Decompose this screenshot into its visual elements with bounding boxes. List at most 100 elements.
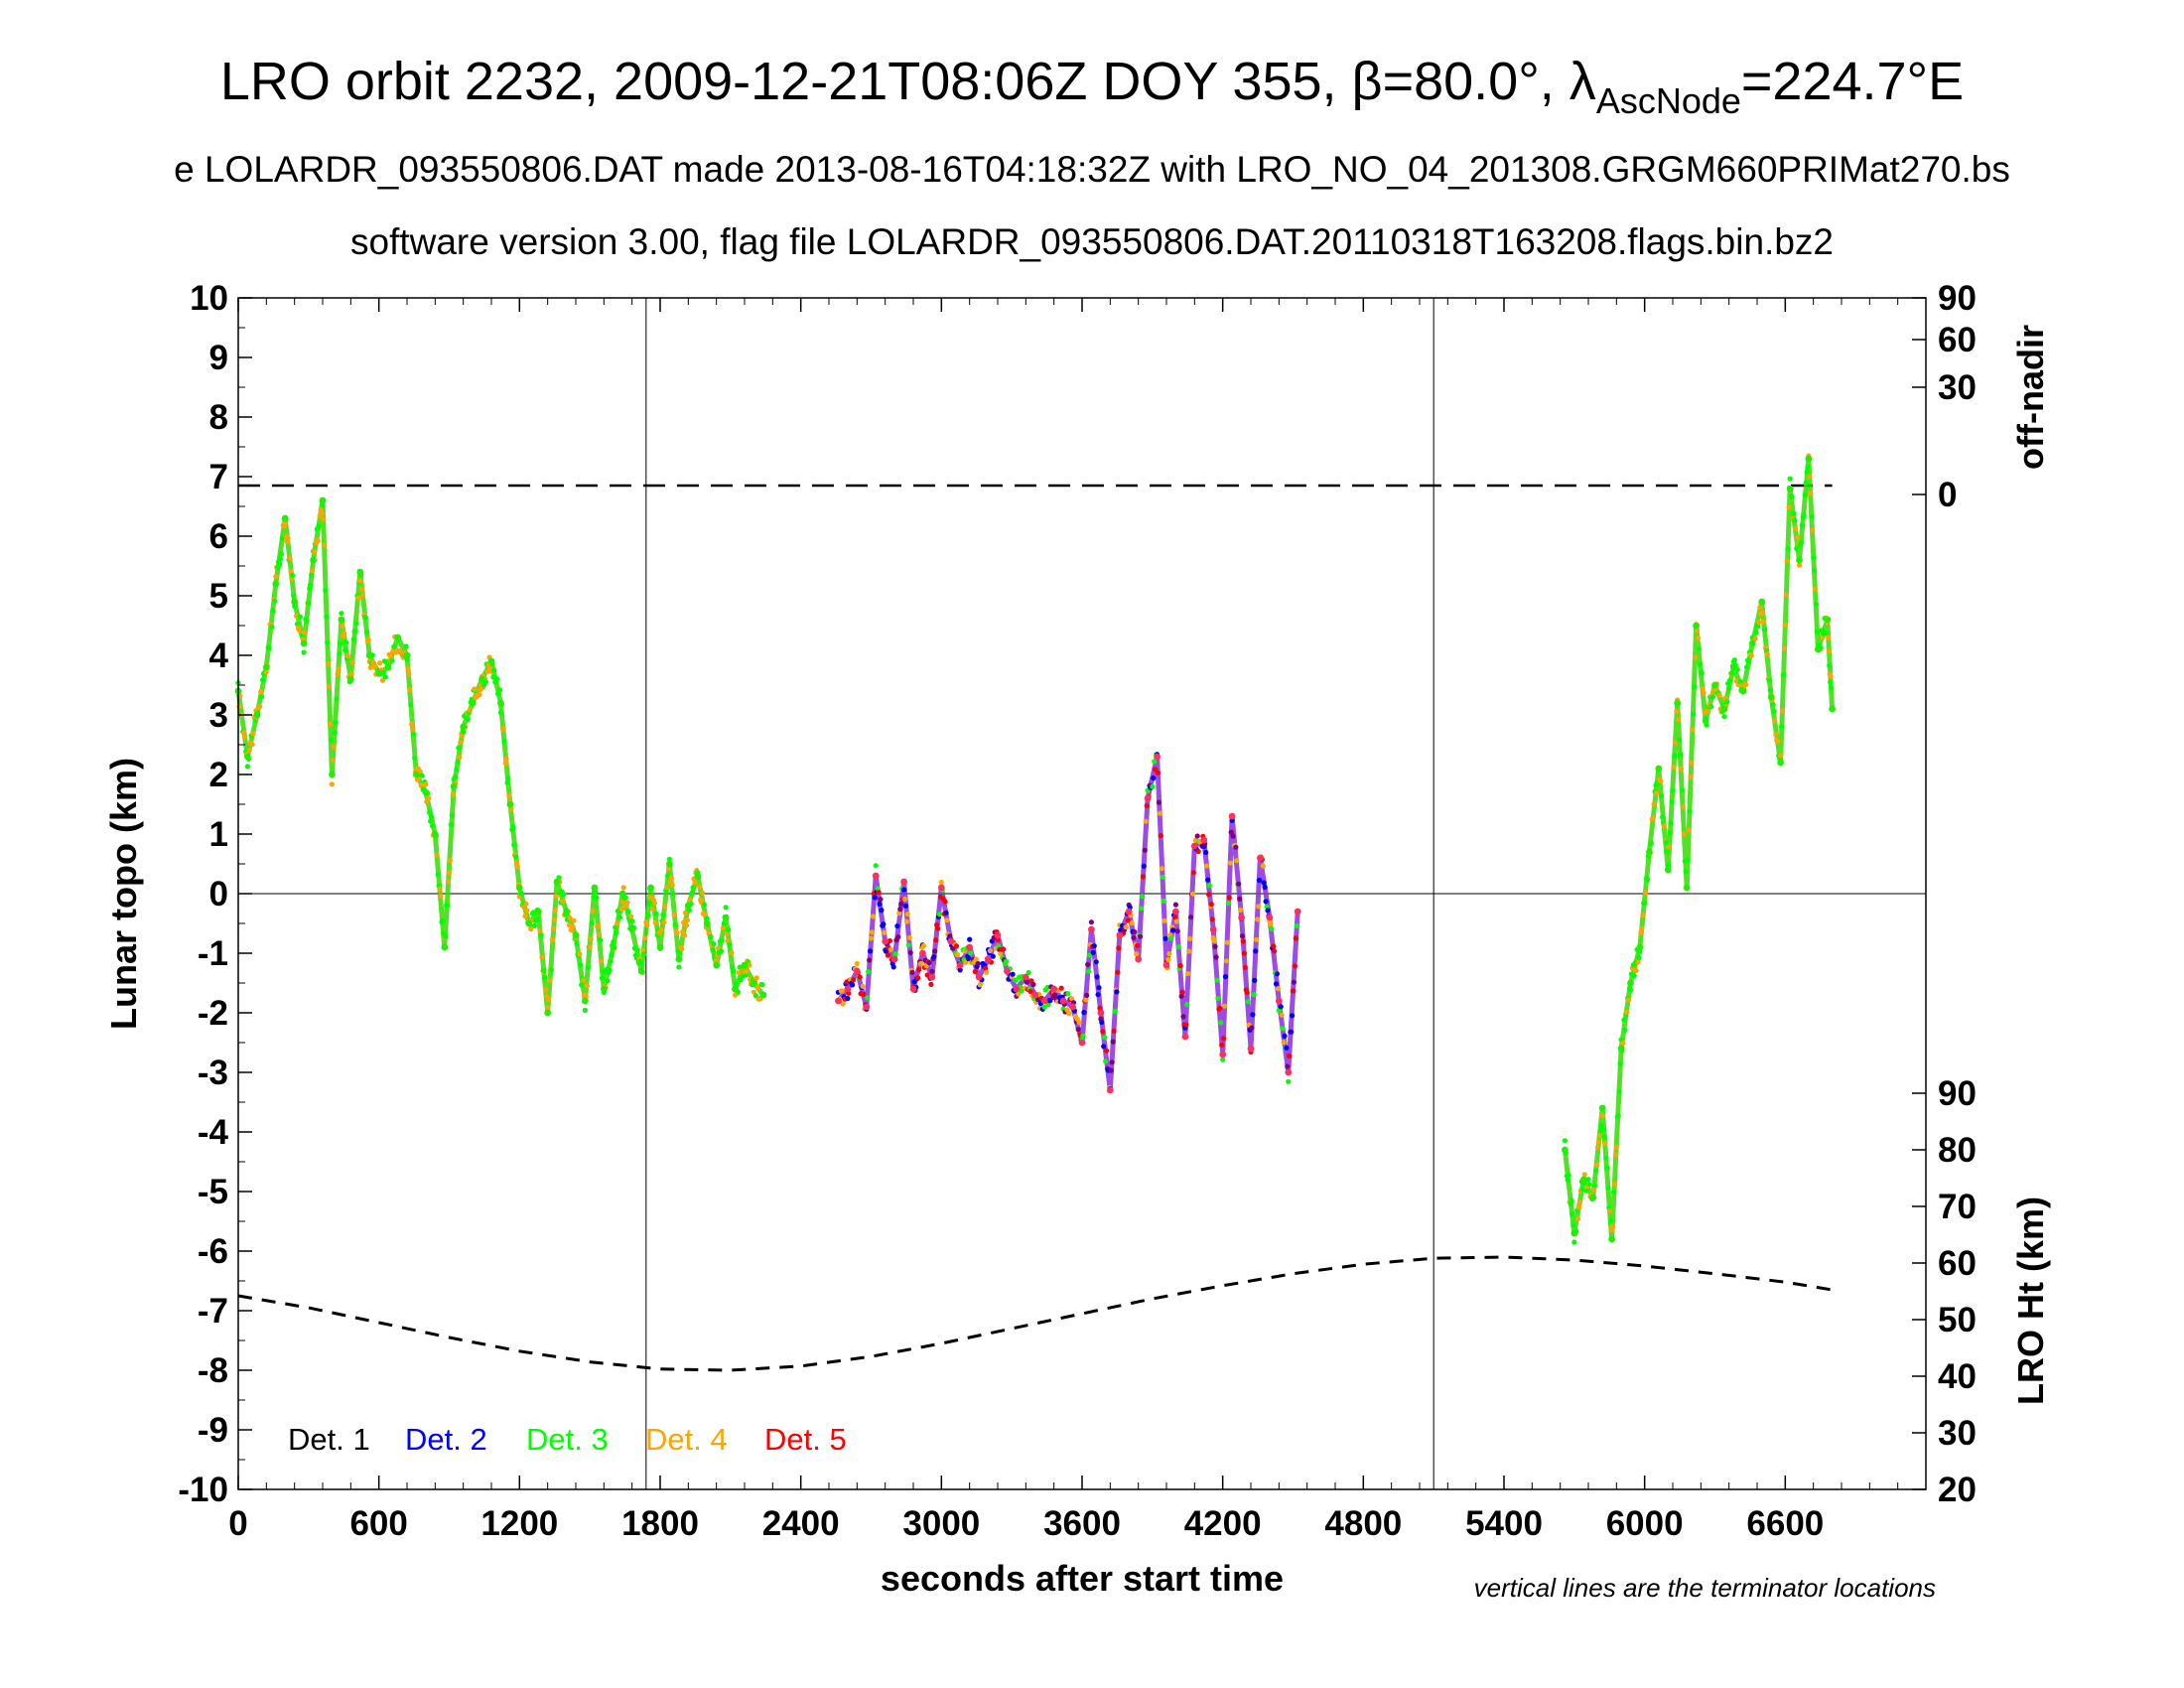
data-point <box>1633 967 1639 974</box>
data-point <box>879 908 885 914</box>
data-point <box>931 954 937 960</box>
data-point <box>1180 1014 1186 1020</box>
data-point <box>1290 1013 1296 1019</box>
data-point <box>1566 1173 1571 1179</box>
data-point <box>344 653 351 659</box>
data-point <box>1102 1035 1108 1041</box>
y-tick-label: 4 <box>209 636 229 675</box>
data-point <box>1711 681 1718 689</box>
off-nadir-axis-title: off-nadir <box>2010 325 2051 470</box>
data-point <box>1287 1054 1293 1059</box>
data-point <box>1784 558 1790 564</box>
data-point <box>1756 620 1762 626</box>
data-point <box>1188 914 1194 920</box>
data-point <box>668 875 674 881</box>
y-tick-label: 9 <box>209 339 228 377</box>
data-point <box>1791 510 1797 517</box>
data-point <box>901 896 908 903</box>
data-point <box>1660 814 1666 820</box>
data-point <box>1666 844 1672 850</box>
data-point <box>616 914 623 920</box>
data-point <box>909 985 917 993</box>
data-point <box>502 760 508 767</box>
data-point <box>262 663 270 671</box>
data-point <box>887 946 893 952</box>
data-point <box>472 686 478 692</box>
data-point <box>1031 991 1039 999</box>
data-point <box>1720 705 1728 713</box>
data-point <box>335 671 341 677</box>
series-det3-B <box>835 752 1301 1094</box>
terminator-note: vertical lines are the terminator locati… <box>1474 1573 1936 1603</box>
data-point <box>1097 1009 1105 1017</box>
data-point <box>501 738 507 745</box>
data-point <box>1570 1229 1578 1237</box>
data-point <box>1730 663 1737 671</box>
data-point <box>352 629 358 634</box>
data-point <box>881 921 887 927</box>
lro-height-axis-title: LRO Ht (km) <box>2010 1196 2051 1405</box>
data-point <box>1640 912 1646 918</box>
data-point <box>1795 534 1801 540</box>
right-axis-tick-label: 50 <box>1938 1301 1977 1339</box>
data-point <box>321 516 327 522</box>
data-point <box>1274 971 1280 977</box>
data-point <box>1265 908 1271 914</box>
x-tick-label: 600 <box>349 1504 407 1543</box>
data-point <box>1758 598 1766 606</box>
data-point <box>743 972 749 978</box>
data-point <box>1585 1177 1591 1183</box>
data-point <box>1638 929 1644 936</box>
data-point <box>329 771 336 778</box>
data-point <box>680 928 686 934</box>
x-tick-label: 1800 <box>621 1504 699 1543</box>
data-point <box>1826 634 1832 640</box>
data-point <box>547 977 553 984</box>
x-tick-label: 4800 <box>1324 1504 1402 1543</box>
data-point <box>937 884 945 892</box>
data-point <box>1184 1002 1190 1008</box>
data-point <box>431 830 439 838</box>
data-point <box>656 943 664 951</box>
data-point <box>338 640 343 647</box>
data-point <box>1175 944 1181 950</box>
data-point <box>1252 977 1258 984</box>
data-point <box>966 943 974 951</box>
data-point <box>674 930 680 936</box>
data-point <box>320 502 326 508</box>
data-point <box>282 521 288 527</box>
data-point <box>1290 988 1297 994</box>
data-point <box>287 555 293 562</box>
data-point <box>1134 951 1140 957</box>
data-point <box>306 600 312 606</box>
data-point <box>582 997 589 1005</box>
data-point <box>1171 914 1178 920</box>
data-point <box>1179 989 1185 995</box>
data-point <box>994 931 1002 939</box>
data-point <box>343 639 349 645</box>
data-point <box>1642 900 1648 906</box>
data-point <box>741 961 749 969</box>
data-point <box>435 872 441 878</box>
data-point <box>1116 945 1122 951</box>
data-point <box>890 964 896 970</box>
data-point <box>1635 959 1641 965</box>
data-point <box>1757 605 1763 611</box>
data-point <box>619 899 625 905</box>
data-point <box>596 922 602 928</box>
data-point <box>938 879 944 886</box>
data-point <box>1700 686 1706 692</box>
data-point <box>968 950 974 956</box>
data-point <box>844 985 852 993</box>
data-point <box>972 968 978 975</box>
data-point <box>1209 916 1215 922</box>
data-point <box>1716 692 1722 698</box>
data-point <box>1022 973 1029 981</box>
data-point <box>323 587 329 594</box>
data-point <box>1027 988 1033 995</box>
data-point <box>497 699 504 707</box>
data-point <box>704 915 710 921</box>
data-point <box>1226 895 1232 901</box>
